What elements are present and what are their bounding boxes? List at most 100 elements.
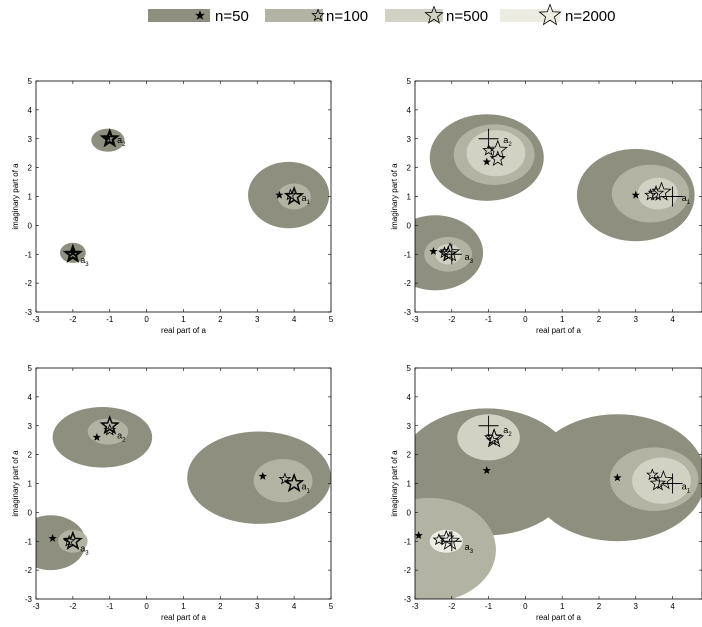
confidence-region-n500 — [632, 457, 691, 504]
x-tick-label: -3 — [32, 315, 40, 324]
point-label-a3: a3 — [465, 252, 474, 265]
legend-star-icon — [538, 3, 562, 26]
point-label-a1: a1 — [302, 193, 311, 206]
estimate-star-n2000 — [62, 530, 83, 550]
legend-label: n=100 — [326, 8, 368, 25]
plot-area: a1 a2 a3 — [36, 368, 331, 599]
y-tick-label: 1 — [28, 193, 33, 202]
point-label-a3: a3 — [80, 543, 89, 556]
y-tick-label: 2 — [28, 164, 33, 173]
x-tick-label: -2 — [69, 602, 77, 611]
true-value-cross — [478, 415, 499, 436]
legend-swatch — [385, 9, 443, 22]
estimate-star-n2000 — [284, 472, 305, 493]
x-tick-label: -2 — [69, 315, 77, 324]
legend-swatch — [265, 9, 323, 22]
y-tick-label: 5 — [28, 364, 33, 373]
confidence-region-n50 — [91, 128, 125, 152]
point-label-a1: a1 — [682, 193, 691, 206]
legend-entry-n500: n=500 — [385, 5, 488, 25]
y-tick-label: 3 — [407, 422, 412, 431]
chart-panel-1: a1 a2 a3 -3 -2 -1 0 1 2 3 4 5 -3 -2 -1 0 1 2 3 4 5 real part … — [11, 77, 334, 335]
y-tick-label: -2 — [25, 279, 33, 288]
true-value-cross — [662, 473, 683, 494]
estimate-star-n2000 — [284, 185, 305, 206]
x-tick-label: 5 — [329, 315, 334, 324]
estimate-star-n50 — [48, 534, 57, 542]
x-tick-label: 0 — [523, 315, 528, 324]
estimate-star-n500 — [647, 184, 665, 201]
estimate-star-n2000 — [99, 128, 120, 148]
y-tick-label: -1 — [25, 537, 33, 546]
y-tick-label: 1 — [28, 480, 33, 489]
estimate-star-n500 — [285, 187, 303, 204]
y-axis-label: imaginary part of a — [11, 450, 20, 517]
estimate-star-n500 — [101, 130, 118, 146]
estimate-star-n100 — [644, 188, 657, 201]
point-label-a3: a3 — [80, 255, 89, 268]
y-tick-label: 2 — [28, 451, 33, 460]
x-axis-label: real part of a — [161, 613, 206, 622]
estimate-star-n2000 — [62, 243, 83, 263]
legend-star-icon — [195, 10, 205, 20]
x-tick-label: 4 — [292, 315, 297, 324]
estimate-star-n50 — [429, 247, 438, 255]
y-tick-label: 3 — [407, 135, 412, 144]
y-tick-label: 5 — [407, 77, 412, 86]
legend-entry-n100: n=100 — [265, 8, 368, 25]
y-tick-label: 4 — [28, 106, 33, 115]
x-tick-label: 3 — [255, 602, 260, 611]
legend-swatch — [500, 9, 560, 22]
x-tick-label: 2 — [597, 602, 602, 611]
y-tick-label: -1 — [404, 250, 412, 259]
y-tick-label: -2 — [404, 566, 412, 575]
y-tick-label: 4 — [28, 393, 33, 402]
chart-panel-4: a1 a2 a3 -3 -2 -1 0 1 2 3 4 -3 -2 -1 0 1 2 3 4 5 real part o… — [390, 364, 702, 622]
estimate-star-n2000 — [483, 428, 505, 448]
y-tick-label: -2 — [404, 279, 412, 288]
y-tick-label: 1 — [407, 193, 412, 202]
y-tick-label: 5 — [28, 77, 33, 86]
y-tick-label: -3 — [404, 308, 412, 317]
x-tick-label: 3 — [634, 602, 639, 611]
x-tick-label: 4 — [670, 602, 675, 611]
estimate-star-n500 — [485, 428, 503, 445]
confidence-region-n500 — [466, 130, 526, 177]
x-axis-label: real part of a — [536, 613, 581, 622]
legend-entry-n2000: n=2000 — [500, 3, 615, 26]
x-tick-label: -3 — [411, 315, 419, 324]
plot-area: a1 a2 a3 — [415, 81, 702, 312]
legend-label: n=50 — [215, 8, 249, 25]
point-label-a2: a2 — [117, 431, 126, 444]
legend-label: n=2000 — [565, 8, 615, 25]
estimate-star-n2000 — [99, 415, 120, 435]
x-tick-label: 2 — [597, 315, 602, 324]
x-axis-label: real part of a — [161, 326, 206, 335]
x-tick-label: 3 — [255, 315, 260, 324]
estimate-star-n500 — [64, 532, 82, 549]
estimate-star-n50 — [482, 466, 491, 475]
plot-area: a1 a2 a3 — [36, 81, 331, 312]
x-tick-label: 0 — [144, 315, 149, 324]
estimate-star-n2000 — [487, 139, 508, 159]
y-tick-label: 4 — [407, 106, 412, 115]
point-label-a3: a3 — [465, 542, 474, 555]
estimate-star-n50 — [258, 471, 267, 480]
x-tick-label: 5 — [329, 602, 334, 611]
x-tick-label: 0 — [523, 602, 528, 611]
y-tick-label: -3 — [25, 595, 33, 604]
legend-entry-n50: n=50 — [148, 8, 249, 25]
x-tick-label: -1 — [106, 602, 114, 611]
x-tick-label: 4 — [670, 315, 675, 324]
confidence-region-n100 — [253, 458, 313, 503]
y-tick-label: 0 — [28, 221, 33, 230]
y-tick-label: 3 — [28, 422, 33, 431]
legend-star-icon — [311, 8, 325, 22]
estimate-star-n100 — [482, 143, 495, 156]
x-tick-label: 3 — [634, 315, 639, 324]
point-label-a1: a1 — [302, 481, 311, 494]
y-axis-label: imaginary part of a — [11, 163, 20, 230]
confidence-region-n100 — [277, 183, 311, 210]
estimate-star-n500 — [101, 417, 118, 433]
